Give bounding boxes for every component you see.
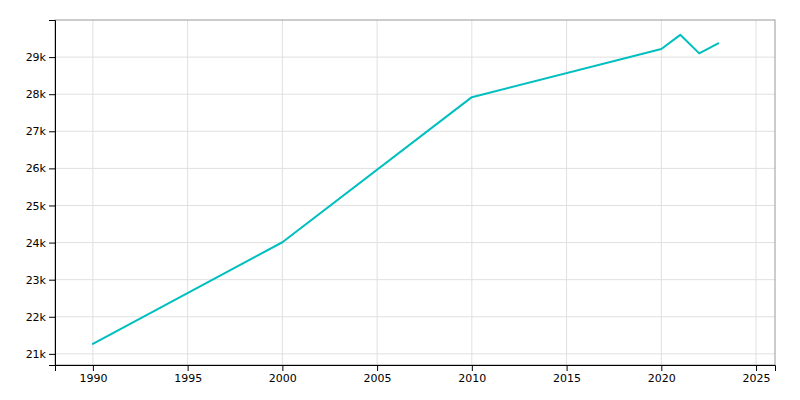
grid-line-x <box>471 20 472 365</box>
x-tick-label: 2020 <box>648 372 676 385</box>
x-tick: 2000 <box>269 365 297 385</box>
x-tick-label: 1990 <box>79 372 107 385</box>
grid-line-y <box>55 94 775 95</box>
grid-line-x <box>377 20 378 365</box>
y-tick-label: 29k <box>26 51 47 64</box>
x-tick-mark <box>282 365 283 371</box>
x-tick: 2015 <box>553 365 581 385</box>
y-tick: 25k <box>26 200 55 213</box>
y-tick: 24k <box>26 237 55 250</box>
x-tick-mark <box>567 365 568 371</box>
x-tick-mark <box>93 365 94 371</box>
y-axis: 21k 22k 23k 24k 25k 26k 27k 28k 29k <box>26 21 56 366</box>
data-line <box>93 35 718 344</box>
y-tick: 27k <box>26 125 55 138</box>
grid-line-x <box>756 20 757 365</box>
y-axis-line <box>49 21 56 366</box>
grid-line-x <box>92 20 93 365</box>
grid <box>55 20 775 365</box>
x-tick: 2025 <box>743 365 771 385</box>
marks <box>93 35 718 344</box>
grid-line-x <box>187 20 188 365</box>
y-tick: 26k <box>26 162 55 175</box>
y-tick-mark <box>49 57 55 58</box>
y-tick-label: 28k <box>26 88 47 101</box>
x-tick-mark <box>188 365 189 371</box>
grid-line-y <box>55 57 775 58</box>
x-tick-mark <box>756 365 757 371</box>
x-tick: 2005 <box>364 365 392 385</box>
y-tick: 23k <box>26 274 55 287</box>
x-tick: 2020 <box>648 365 676 385</box>
x-tick-mark <box>661 365 662 371</box>
grid-line-y <box>55 168 775 169</box>
x-axis-line <box>56 366 776 372</box>
grid-line-x <box>566 20 567 365</box>
grid-line-y <box>55 316 775 317</box>
y-tick-mark <box>49 94 55 95</box>
grid-line-y <box>55 353 775 354</box>
x-tick-mark <box>377 365 378 371</box>
y-tick-label: 22k <box>26 311 47 324</box>
y-tick: 28k <box>26 88 55 101</box>
x-tick-label: 2015 <box>553 372 581 385</box>
y-tick-label: 23k <box>26 274 47 287</box>
x-tick-label: 2005 <box>364 372 392 385</box>
y-tick-mark <box>49 205 55 206</box>
grid-line-y <box>55 242 775 243</box>
grid-line-y <box>55 131 775 132</box>
y-tick-label: 26k <box>26 162 47 175</box>
y-tick-mark <box>49 317 55 318</box>
x-tick-label: 2010 <box>458 372 486 385</box>
x-tick: 1990 <box>79 365 107 385</box>
chart-container: 1990 1995 2000 2005 2010 2015 2020 2025 21k 22k 23… <box>0 0 800 400</box>
y-tick-mark <box>49 243 55 244</box>
y-tick: 22k <box>26 311 55 324</box>
grid-line-y <box>55 279 775 280</box>
plot-frame <box>55 20 775 365</box>
x-axis: 1990 1995 2000 2005 2010 2015 2020 2025 <box>56 365 776 385</box>
grid-line-x <box>661 20 662 365</box>
y-tick-label: 21k <box>26 348 47 361</box>
y-tick: 29k <box>26 51 55 64</box>
plot-area: 1990 1995 2000 2005 2010 2015 2020 2025 21k 22k 23… <box>26 20 776 385</box>
y-tick-label: 24k <box>26 237 47 250</box>
chart-svg: 1990 1995 2000 2005 2010 2015 2020 2025 21k 22k 23… <box>0 0 800 400</box>
y-tick-mark <box>49 354 55 355</box>
x-tick: 2010 <box>458 365 486 385</box>
grid-line-y <box>55 205 775 206</box>
y-tick-label: 25k <box>26 200 47 213</box>
y-tick: 21k <box>26 348 55 361</box>
y-tick-mark <box>49 168 55 169</box>
y-tick-mark <box>49 280 55 281</box>
y-tick-mark <box>49 131 55 132</box>
x-tick-label: 2000 <box>269 372 297 385</box>
x-tick-label: 2025 <box>743 372 771 385</box>
x-tick-mark <box>472 365 473 371</box>
grid-line-x <box>282 20 283 365</box>
x-tick-label: 1995 <box>174 372 202 385</box>
y-tick-label: 27k <box>26 125 47 138</box>
x-tick: 1995 <box>174 365 202 385</box>
